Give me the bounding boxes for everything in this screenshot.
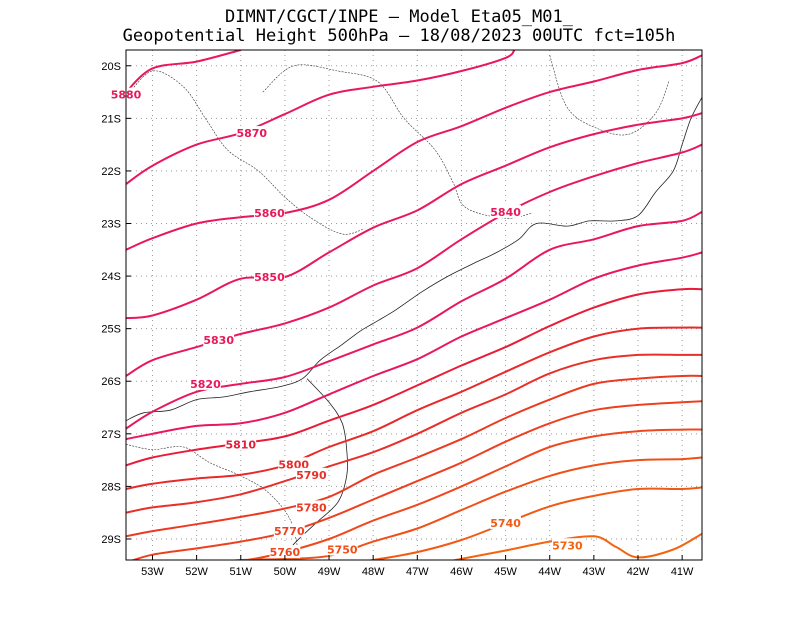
- south-coastline: [281, 378, 348, 560]
- contour-5810: [126, 287, 702, 467]
- contour-5850: [126, 112, 702, 320]
- contour-label-bg: [269, 545, 301, 559]
- contour-label-5790: 5790: [296, 469, 327, 482]
- lat-tick-label: 23S: [101, 219, 121, 231]
- contour-5760: [241, 428, 702, 560]
- contour-label-bg: [551, 538, 583, 552]
- contour-label-bg: [278, 457, 310, 471]
- lon-tick-label: 43W: [583, 566, 606, 578]
- contour-label-bg: [236, 126, 268, 140]
- contour-label-bg: [254, 270, 285, 284]
- contour-5770: [130, 400, 702, 560]
- contour-label-5810: 5810: [225, 438, 256, 451]
- contour-label-bg: [190, 376, 221, 390]
- lon-tick-label: 52W: [185, 566, 208, 578]
- contour-5740: [366, 486, 702, 560]
- contour-5790: [126, 353, 702, 514]
- contour-label-5820: 5820: [190, 378, 221, 391]
- contour-label-5870: 5870: [236, 127, 267, 140]
- contour-label-bg: [203, 333, 235, 347]
- contour-label-5760: 5760: [270, 546, 301, 559]
- lat-tick-label: 21S: [101, 113, 121, 125]
- lon-tick-label: 48W: [362, 566, 385, 578]
- coastlines-and-borders: [126, 55, 702, 560]
- contour-label-bg: [295, 467, 327, 481]
- contour-label-bg: [490, 204, 521, 218]
- plot-frame: [125, 49, 703, 561]
- contour-label-5860: 5860: [254, 207, 285, 220]
- contour-5860: [126, 54, 702, 251]
- lat-tick-label: 20S: [101, 61, 121, 73]
- state-border: [126, 444, 299, 550]
- contour-label-bg: [225, 437, 257, 451]
- contour-5730: [451, 532, 702, 560]
- contour-label-bg: [490, 516, 521, 530]
- state-border: [126, 70, 365, 235]
- lon-tick-label: 46W: [450, 566, 473, 578]
- contour-labels: 5880587058605850584058305820581058005790…: [110, 87, 583, 559]
- state-border: [549, 55, 670, 136]
- contour-5820: [126, 251, 702, 441]
- contour-label-5840: 5840: [490, 206, 521, 219]
- contour-label-bg: [254, 205, 285, 219]
- title-line-2: Geopotential Height 500hPa – 18/08/2023 …: [123, 26, 676, 46]
- contour-5800: [126, 326, 702, 490]
- lon-tick-label: 47W: [406, 566, 429, 578]
- lon-tick-label: 44W: [538, 566, 561, 578]
- lat-tick-label: 28S: [101, 481, 121, 493]
- contour-label-5740: 5740: [490, 517, 521, 530]
- lat-tick-label: 25S: [101, 324, 121, 336]
- lat-tick-label: 22S: [101, 166, 121, 178]
- latitude-axis: 20S 21S 22S 23S 24S 25S 26S 27S 28S 29S: [101, 61, 131, 546]
- contour-label-5730: 5730: [552, 539, 583, 552]
- lat-tick-label: 24S: [101, 271, 121, 283]
- contour-label-5770: 5770: [274, 525, 305, 538]
- state-border: [262, 64, 533, 219]
- lon-tick-label: 53W: [141, 566, 164, 578]
- contour-label-5750: 5750: [327, 543, 358, 556]
- lat-tick-label: 26S: [101, 376, 121, 388]
- lat-tick-label: 27S: [101, 429, 121, 441]
- lon-tick-label: 41W: [671, 566, 694, 578]
- longitude-axis: 53W 52W 51W 50W 49W 48W 47W 46W 45W 44W 43W 42W 41W: [141, 555, 694, 578]
- contour-label-5830: 5830: [203, 334, 234, 347]
- contour-label-bg: [295, 500, 327, 514]
- contour-5830: [126, 210, 702, 430]
- contour-label-bg: [326, 542, 358, 556]
- contour-5780: [126, 374, 702, 538]
- lon-tick-label: 49W: [318, 566, 341, 578]
- coastline: [126, 97, 702, 422]
- contour-5880: [126, 50, 242, 93]
- lon-tick-label: 51W: [229, 566, 252, 578]
- lon-tick-label: 45W: [494, 566, 517, 578]
- contour-5870: [126, 50, 516, 185]
- contour-label-5850: 5850: [254, 271, 285, 284]
- contour-label-5780: 5780: [296, 501, 327, 514]
- lon-tick-label: 42W: [627, 566, 650, 578]
- lat-tick-label: 29S: [101, 534, 121, 546]
- lon-tick-label: 50W: [274, 566, 297, 578]
- title-line-1: DIMNT/CGCT/INPE – Model Eta05_M01_: [225, 7, 574, 27]
- height-contours: [126, 50, 702, 560]
- contour-label-bg: [273, 524, 305, 538]
